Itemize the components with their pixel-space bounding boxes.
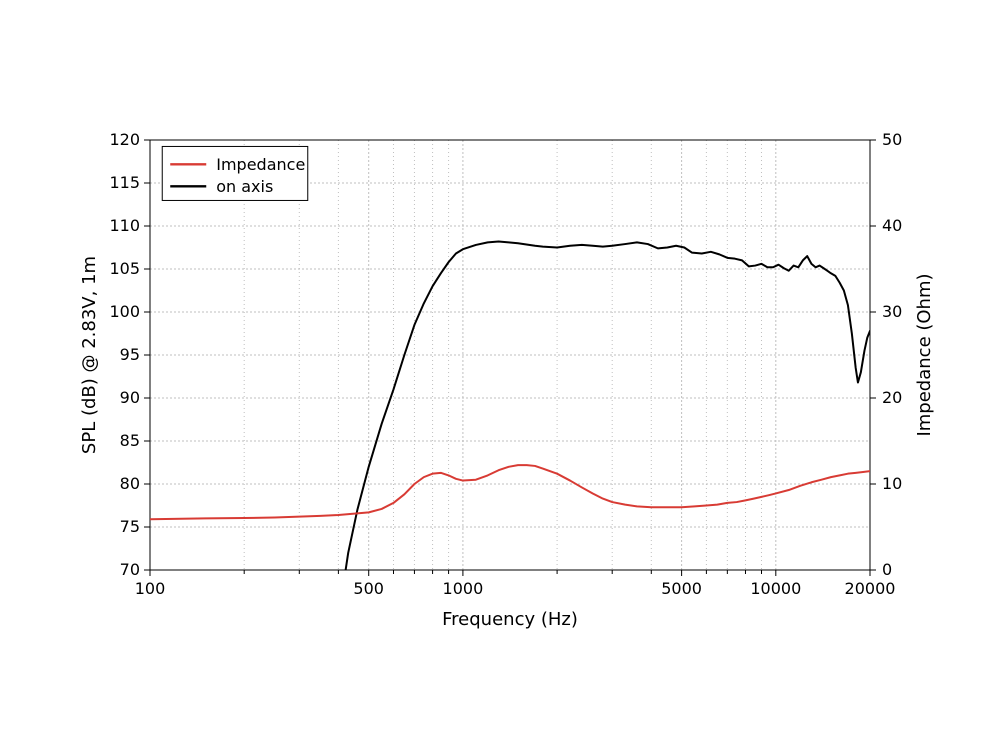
y-left-tick-label: 110 (109, 216, 140, 235)
y-left-tick-label: 70 (120, 560, 140, 579)
y-right-tick-label: 10 (882, 474, 902, 493)
y-right-tick-label: 40 (882, 216, 902, 235)
y-left-tick-label: 105 (109, 259, 140, 278)
x-tick-label: 20000 (845, 579, 896, 598)
x-axis-label: Frequency (Hz) (442, 609, 578, 630)
y-left-tick-label: 90 (120, 388, 140, 407)
legend-label: Impedance (216, 155, 305, 174)
x-tick-label: 1000 (443, 579, 484, 598)
legend: Impedance on axis (162, 146, 308, 200)
y-left-tick-label: 80 (120, 474, 140, 493)
y-left-tick-label: 120 (109, 130, 140, 149)
y-left-tick-label: 100 (109, 302, 140, 321)
chart-svg: 1005001000500010000200007075808590951001… (0, 0, 1000, 750)
y-left-tick-label: 115 (109, 173, 140, 192)
y-right-axis-label: Impedance (Ohm) (914, 273, 935, 436)
y-left-tick-label: 95 (120, 345, 140, 364)
x-tick-label: 5000 (661, 579, 702, 598)
legend-label: on axis (216, 177, 273, 196)
x-tick-label: 500 (353, 579, 384, 598)
y-left-tick-label: 85 (120, 431, 140, 450)
x-tick-label: 100 (135, 579, 166, 598)
x-tick-label: 10000 (750, 579, 801, 598)
y-right-tick-label: 30 (882, 302, 902, 321)
y-left-axis-label: SPL (dB) @ 2.83V, 1m (79, 256, 100, 454)
y-left-tick-label: 75 (120, 517, 140, 536)
y-right-tick-label: 0 (882, 560, 892, 579)
y-right-tick-label: 20 (882, 388, 902, 407)
y-right-tick-label: 50 (882, 130, 902, 149)
